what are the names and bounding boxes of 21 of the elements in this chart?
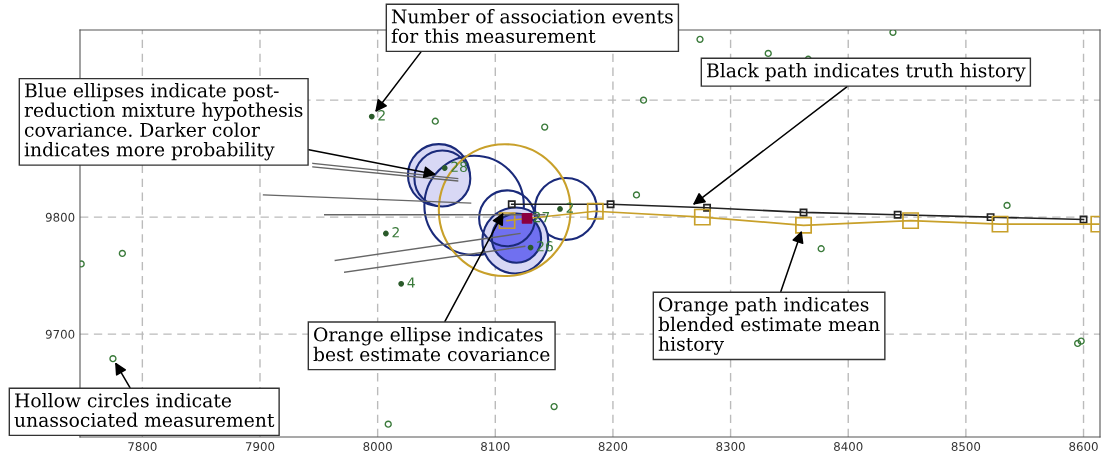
- x-tick-label: 8500: [951, 442, 981, 451]
- annotation: 27: [533, 211, 550, 223]
- x-tick-label: 8100: [481, 442, 510, 451]
- annotation: Black path indicates truth history: [707, 63, 1026, 82]
- annotation: Orange ellipse indicates best estimate covariance: [313, 327, 550, 362]
- annotation: Orange path indicates blended estimate mean history: [658, 297, 880, 355]
- annotation: 2: [392, 227, 399, 238]
- y-tick-label: 9800: [45, 212, 75, 222]
- x-tick-label: 8200: [598, 442, 628, 451]
- y-tick-label: 9700: [45, 329, 75, 339]
- x-tick-label: 7800: [128, 442, 157, 451]
- x-tick-label: 8400: [834, 442, 863, 451]
- x-tick-label: 8600: [1069, 442, 1098, 451]
- annotation: Blue ellipses indicate post- reduction mixture hypothesis covariance. Darker color indicates more probability: [24, 83, 303, 161]
- x-tick-label: 8300: [716, 442, 745, 451]
- annotation: Hollow circles indicate unassociated measurement: [14, 393, 275, 428]
- annotation: 2: [378, 110, 385, 121]
- annotation: Number of association events for this measurement: [391, 9, 673, 44]
- x-tick-label: 8000: [363, 442, 392, 451]
- annotation: 4: [407, 277, 415, 288]
- x-tick-label: 7900: [245, 442, 275, 451]
